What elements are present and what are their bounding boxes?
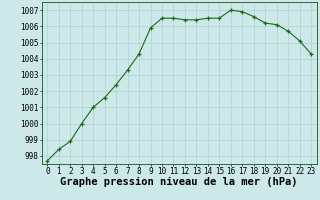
X-axis label: Graphe pression niveau de la mer (hPa): Graphe pression niveau de la mer (hPa) [60,177,298,187]
